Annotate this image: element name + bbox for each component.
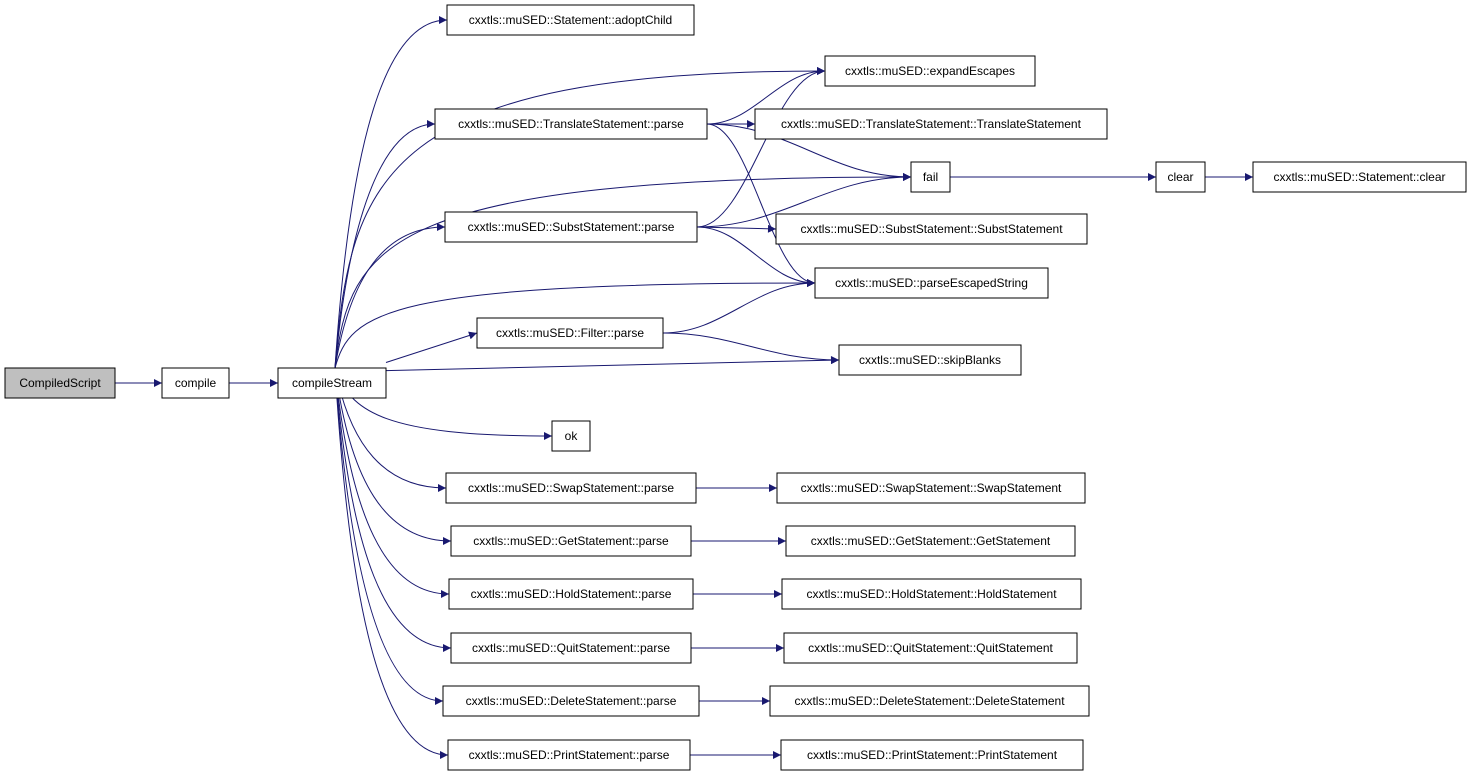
edge xyxy=(334,367,449,759)
node-box xyxy=(444,211,698,243)
node-box xyxy=(1252,161,1467,193)
node-label: cxxtls::muSED::skipBlanks xyxy=(859,353,1001,367)
node-label: cxxtls::muSED::TranslateStatement::Trans… xyxy=(781,117,1082,131)
node-label: cxxtls::muSED::GetStatement::parse xyxy=(473,534,669,548)
node-box xyxy=(769,685,1090,717)
node-box xyxy=(838,344,1022,376)
node-box xyxy=(161,367,230,399)
node-box xyxy=(910,161,951,193)
node-label: cxxtls::muSED::parseEscapedString xyxy=(835,276,1028,290)
node-label: cxxtls::muSED::DeleteStatement::DeleteSt… xyxy=(794,694,1065,708)
edge xyxy=(696,224,777,233)
node-box xyxy=(814,267,1049,299)
node-label: compile xyxy=(175,376,217,390)
node-box xyxy=(446,4,695,36)
edge xyxy=(334,223,446,369)
edge xyxy=(662,279,816,334)
node-label: cxxtls::muSED::GetStatement::GetStatemen… xyxy=(811,534,1051,548)
node-label: cxxtls::muSED::Statement::clear xyxy=(1273,170,1445,184)
edge xyxy=(334,16,448,369)
node-box xyxy=(476,317,664,349)
node-label: cxxtls::muSED::SubstStatement::parse xyxy=(468,220,675,234)
node-label: clear xyxy=(1167,170,1193,184)
edge xyxy=(334,367,444,705)
node-label: cxxtls::muSED::Statement::adoptChild xyxy=(469,13,672,27)
node-label: CompiledScript xyxy=(19,376,101,390)
node-label: fail xyxy=(923,170,938,184)
node-box xyxy=(442,685,700,717)
node-label: cxxtls::muSED::DeleteStatement::parse xyxy=(466,694,677,708)
edge xyxy=(662,332,840,364)
node-box xyxy=(277,367,387,399)
node-label: cxxtls::muSED::QuitStatement::QuitStatem… xyxy=(808,641,1053,655)
edge xyxy=(706,67,826,125)
node-box xyxy=(551,420,591,452)
node-label: cxxtls::muSED::SwapStatement::SwapStatem… xyxy=(801,481,1062,495)
edge xyxy=(385,356,840,372)
node-box xyxy=(447,739,691,771)
edge xyxy=(334,367,450,598)
node-label: cxxtls::muSED::PrintStatement::parse xyxy=(469,748,670,762)
node-label: cxxtls::muSED::TranslateStatement::parse xyxy=(458,117,684,131)
edge xyxy=(385,331,478,363)
nodes: CompiledScript compile compileStream cxxtls… xyxy=(4,4,1467,771)
node-box xyxy=(781,578,1082,610)
node-box xyxy=(450,632,692,664)
node-label: cxxtls::muSED::Filter::parse xyxy=(496,326,644,340)
edge xyxy=(334,173,912,369)
edges xyxy=(115,16,1253,759)
edge xyxy=(706,123,816,287)
node-box xyxy=(824,55,1036,87)
edge xyxy=(334,367,452,652)
node-label: ok xyxy=(565,429,579,443)
node-box xyxy=(775,213,1088,245)
edge xyxy=(334,120,436,369)
node-label: cxxtls::muSED::PrintStatement::PrintStat… xyxy=(807,748,1058,762)
edge xyxy=(334,367,452,545)
node-box xyxy=(4,367,116,399)
node-label: cxxtls::muSED::HoldStatement::HoldStatem… xyxy=(806,587,1057,601)
edge xyxy=(696,226,816,287)
node-label: compileStream xyxy=(292,376,372,390)
node-label: cxxtls::muSED::SwapStatement::parse xyxy=(468,481,674,495)
edge xyxy=(696,67,826,228)
node-label: cxxtls::muSED::HoldStatement::parse xyxy=(471,587,672,601)
node-box xyxy=(448,578,694,610)
node-box xyxy=(785,525,1076,557)
edge xyxy=(334,67,826,369)
node-box xyxy=(450,525,692,557)
node-label: cxxtls::muSED::expandEscapes xyxy=(845,64,1015,78)
node-box xyxy=(434,108,708,140)
edge xyxy=(706,123,912,181)
node-box xyxy=(445,472,697,504)
node-box xyxy=(754,108,1108,140)
node-label: cxxtls::muSED::QuitStatement::parse xyxy=(472,641,670,655)
node-box xyxy=(1155,161,1206,193)
node-box xyxy=(776,472,1086,504)
edge xyxy=(334,279,816,369)
node-label: cxxtls::muSED::SubstStatement::SubstStat… xyxy=(800,222,1063,236)
node-box xyxy=(780,739,1084,771)
node-box xyxy=(783,632,1078,664)
edge xyxy=(696,173,912,228)
